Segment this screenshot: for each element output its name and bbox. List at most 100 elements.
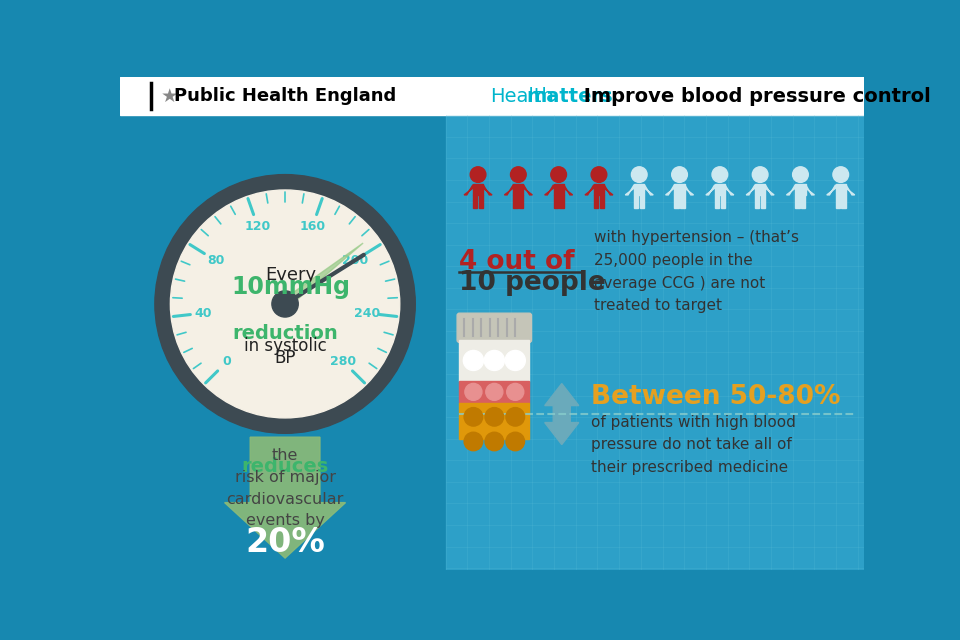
Circle shape	[464, 351, 484, 371]
Circle shape	[470, 167, 486, 182]
Bar	[554, 195, 558, 209]
Circle shape	[486, 383, 503, 401]
Bar	[675, 184, 684, 195]
Text: 280: 280	[330, 355, 356, 368]
Polygon shape	[483, 185, 492, 195]
Text: matters: matters	[526, 86, 612, 106]
Bar	[761, 195, 765, 209]
Bar	[640, 195, 644, 209]
Bar	[479, 195, 483, 209]
Bar	[835, 195, 840, 209]
Polygon shape	[746, 185, 755, 195]
Circle shape	[591, 167, 607, 182]
Polygon shape	[282, 243, 363, 308]
Circle shape	[272, 291, 299, 317]
Circle shape	[464, 408, 483, 426]
Bar	[514, 184, 523, 195]
Text: 40: 40	[195, 307, 212, 319]
Circle shape	[506, 408, 524, 426]
Bar	[120, 77, 864, 115]
Polygon shape	[805, 185, 814, 195]
Bar	[635, 195, 638, 209]
Polygon shape	[504, 185, 514, 195]
Circle shape	[484, 351, 504, 371]
Polygon shape	[786, 185, 795, 195]
Text: 120: 120	[245, 220, 271, 234]
Circle shape	[793, 167, 808, 182]
Bar	[681, 195, 684, 209]
Polygon shape	[544, 185, 554, 195]
Bar	[460, 403, 529, 438]
Bar	[445, 115, 864, 570]
Polygon shape	[725, 185, 733, 195]
Bar	[600, 195, 604, 209]
Polygon shape	[464, 185, 473, 195]
Bar	[795, 195, 800, 209]
Bar	[721, 195, 725, 209]
Text: 160: 160	[300, 220, 325, 234]
Polygon shape	[225, 437, 346, 558]
Polygon shape	[544, 383, 579, 445]
Circle shape	[632, 167, 647, 182]
Bar	[473, 195, 477, 209]
Circle shape	[170, 190, 399, 418]
Polygon shape	[706, 185, 715, 195]
Bar	[675, 195, 679, 209]
Text: in systolic: in systolic	[244, 337, 326, 355]
Text: 10mmHg: 10mmHg	[231, 275, 350, 299]
Polygon shape	[644, 185, 653, 195]
Text: Public Health England: Public Health England	[175, 87, 396, 105]
Polygon shape	[846, 185, 854, 195]
Circle shape	[464, 432, 483, 451]
Text: reduces: reduces	[242, 458, 328, 476]
Text: 240: 240	[353, 307, 380, 319]
Polygon shape	[765, 185, 774, 195]
Bar	[519, 195, 523, 209]
Polygon shape	[564, 185, 572, 195]
Bar	[635, 184, 644, 195]
Bar	[755, 195, 759, 209]
Circle shape	[551, 167, 566, 182]
Text: Health: Health	[491, 86, 554, 106]
Text: of patients with high blood
pressure do not take all of
their prescribed medicin: of patients with high blood pressure do …	[591, 415, 796, 475]
Circle shape	[506, 432, 524, 451]
Text: ★: ★	[160, 86, 178, 106]
Circle shape	[505, 351, 525, 371]
Bar	[554, 184, 564, 195]
Bar	[120, 115, 453, 570]
Polygon shape	[523, 185, 533, 195]
Bar	[795, 184, 805, 195]
Bar	[460, 340, 529, 381]
Bar	[594, 195, 598, 209]
Circle shape	[672, 167, 687, 182]
Text: BP: BP	[275, 349, 296, 367]
Circle shape	[485, 432, 504, 451]
Bar	[594, 184, 604, 195]
Polygon shape	[604, 185, 612, 195]
Circle shape	[485, 408, 504, 426]
Bar	[715, 184, 725, 195]
Text: Every: Every	[266, 266, 317, 284]
Polygon shape	[625, 185, 635, 195]
Polygon shape	[585, 185, 594, 195]
Text: the
risk of major
cardiovascular
events by: the risk of major cardiovascular events …	[227, 449, 344, 528]
Bar	[514, 195, 517, 209]
Bar	[841, 195, 846, 209]
FancyBboxPatch shape	[457, 313, 532, 342]
Bar	[835, 184, 846, 195]
Bar	[715, 195, 719, 209]
Polygon shape	[684, 185, 693, 195]
Circle shape	[511, 167, 526, 182]
Polygon shape	[827, 185, 835, 195]
Text: 200: 200	[342, 254, 368, 267]
Circle shape	[833, 167, 849, 182]
Circle shape	[155, 175, 416, 433]
Text: 20%: 20%	[245, 526, 324, 559]
Bar	[473, 184, 483, 195]
Circle shape	[507, 383, 524, 401]
Bar	[755, 184, 765, 195]
Text: Between 50-80%: Between 50-80%	[591, 384, 841, 410]
Text: 0: 0	[223, 355, 231, 368]
Text: 4 out of: 4 out of	[460, 248, 575, 275]
Text: Improve blood pressure control: Improve blood pressure control	[577, 86, 931, 106]
